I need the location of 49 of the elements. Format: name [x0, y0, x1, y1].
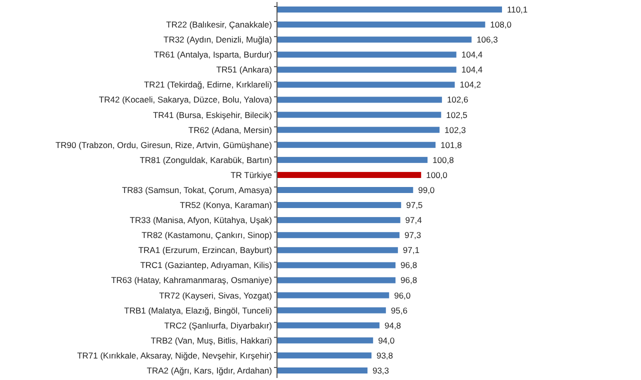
- data-label: 104,4: [461, 50, 483, 60]
- y-tick-label: TR Türkiye: [230, 170, 272, 180]
- y-tick-label: TR21 (Tekirdağ, Edirne, Kırklareli): [144, 80, 272, 90]
- data-label: 102,3: [444, 124, 466, 135]
- data-label: 93,8: [376, 350, 394, 360]
- y-tick-label: TR52 (Konya, Karaman): [180, 200, 272, 210]
- data-label: 97,1: [402, 245, 420, 256]
- y-tick-label: TRA1 (Erzurum, Erzincan, Bayburt): [138, 245, 272, 256]
- y-tick-label: TRC1 (Gaziantep, Adıyaman, Kilis): [140, 260, 272, 270]
- data-label: 96,8: [400, 260, 418, 270]
- y-tick-label: TR32 (Aydın, Denizli, Muğla): [164, 34, 272, 45]
- data-label: 100,8: [432, 154, 454, 165]
- data-label: 101,8: [440, 140, 462, 150]
- y-tick-label: TR22 (Balıkesir, Çanakkale): [166, 20, 272, 30]
- y-tick-label: TRB1 (Malatya, Elazığ, Bingöl, Tunceli): [124, 305, 272, 316]
- data-label: 100,0: [426, 170, 448, 180]
- y-tick-label: TR81 (Zonguldak, Karabük, Bartın): [140, 154, 272, 165]
- data-label: 96,8: [400, 275, 418, 286]
- data-label: 94,8: [384, 320, 402, 330]
- data-label: 96,0: [394, 290, 411, 300]
- data-label: 97,4: [405, 215, 422, 226]
- y-tick-label: TR41 (Bursa, Eskişehir, Bilecik): [152, 110, 272, 120]
- y-tick-label: TR42 (Kocaeli, Sakarya, Düzce, Bolu, Yalova): [98, 94, 272, 105]
- data-label: 110,1: [507, 4, 528, 14]
- y-tick-label: TR62 (Adana, Mersin): [188, 124, 272, 135]
- data-label: 93,3: [372, 365, 390, 376]
- data-label: 94,0: [378, 335, 395, 346]
- data-label: 95,6: [390, 305, 408, 316]
- y-tick-label: TR72 (Kayseri, Sivas, Yozgat): [159, 290, 272, 300]
- data-label: 97,5: [406, 200, 423, 210]
- data-label: 106,3: [476, 34, 498, 45]
- data-label: 104,2: [460, 80, 482, 90]
- y-tick-label: TR33 (Manisa, Afyon, Kütahya, Uşak): [130, 215, 272, 226]
- y-tick-label: TR63 (Hatay, Kahramanmaraş, Osmaniye): [111, 275, 272, 286]
- y-tick-label: TR82 (Kastamonu, Çankırı, Sinop): [142, 230, 272, 240]
- y-tick-label: TR71 (Kırıkkale, Aksaray, Niğde, Nevşehir, Kırşehir): [77, 350, 272, 360]
- y-tick-label: TR51 (Ankara): [216, 64, 272, 75]
- y-tick-label: TR61 (Antalya, Isparta, Burdur): [154, 50, 272, 60]
- y-tick-label: TRC2 (Şanlıurfa, Diyarbakır): [164, 320, 272, 330]
- y-tick-label: TRB2 (Van, Muş, Bitlis, Hakkari): [150, 335, 272, 346]
- y-tick-label: TRA2 (Ağrı, Kars, Iğdır, Ardahan): [146, 365, 272, 376]
- data-label: 108,0: [490, 20, 512, 30]
- y-tick-label: TR90 (Trabzon, Ordu, Giresun, Rize, Artvin, Gümüşhane): [55, 140, 272, 150]
- data-label: 102,5: [446, 110, 468, 120]
- y-tick-label: TR83 (Samsun, Tokat, Çorum, Amasya): [122, 184, 272, 195]
- data-label: 97,3: [404, 230, 422, 240]
- data-label: 104,4: [461, 64, 483, 75]
- data-label: 99,0: [418, 184, 435, 195]
- data-label: 102,6: [446, 94, 468, 105]
